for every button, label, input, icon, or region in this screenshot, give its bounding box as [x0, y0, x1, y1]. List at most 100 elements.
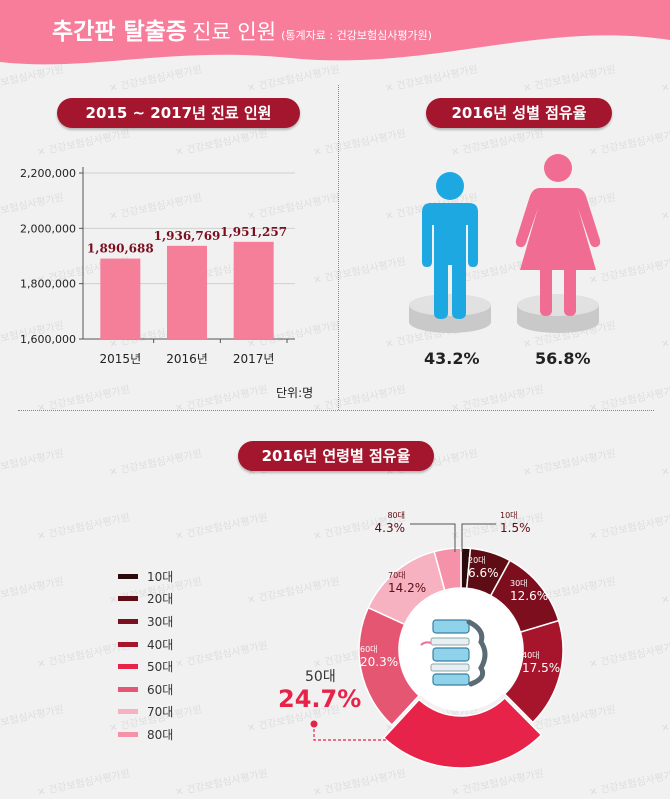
slice-value-label: 14.2% [388, 581, 426, 595]
donut-slice [433, 547, 462, 592]
female-pedestal [517, 294, 599, 333]
watermark-text: ✕ 건강보험심사평가원 [0, 576, 65, 606]
legend-label: 60대 [147, 682, 174, 697]
watermark-text: ✕ 건강보험심사평가원 [660, 448, 670, 479]
vertebra [432, 619, 470, 634]
slice-value-label: 4.3% [375, 521, 406, 535]
y-tick-label: 2,000,000 [20, 222, 76, 235]
legend-item: 50대 [118, 655, 173, 678]
watermark-text: ✕ 건강보험심사평가원 [522, 448, 617, 479]
x-tick-label: 2015년 [100, 352, 142, 366]
highlight-group: 50대 [305, 669, 336, 685]
slice-value-label: 1.5% [500, 521, 531, 535]
y-tick-label: 1,600,000 [20, 333, 76, 346]
legend-swatch [118, 686, 138, 692]
leader-line [410, 523, 456, 552]
unit-label: 단위:명 [276, 386, 314, 400]
spine-icon [420, 619, 488, 687]
legend-label: 70대 [147, 705, 174, 720]
male-pedestal [409, 294, 491, 333]
bar [100, 258, 141, 339]
slice-group-label: 40대 [522, 651, 540, 660]
highlight-value: 24.7% [278, 685, 362, 713]
slice-group-label: 20대 [468, 556, 486, 565]
page-title: 추간판 탈출증 진료 인원 (통계자료 : 건강보험심사평가원) [52, 12, 432, 46]
title-bold: 추간판 탈출증 [52, 19, 187, 45]
watermark-text: ✕ 건강보험심사평가원 [0, 448, 65, 478]
slice-group-label: 70대 [388, 571, 406, 580]
vertebra [432, 647, 470, 662]
legend-label: 50대 [147, 660, 174, 675]
legend-swatch [118, 573, 138, 579]
vertical-divider [338, 85, 339, 410]
watermark-text: ✕ 건강보험심사평가원 [174, 512, 269, 543]
legend-item: 40대 [118, 633, 173, 656]
title-normal: 진료 인원 [192, 20, 277, 44]
slice-value-label: 12.6% [510, 589, 548, 603]
donut-slice [382, 696, 543, 769]
gender-figures [409, 154, 601, 333]
legend-swatch [118, 618, 138, 624]
x-tick-label: 2017년 [233, 352, 275, 366]
slice-group-label: 30대 [510, 579, 528, 588]
x-tick-label: 2016년 [166, 352, 208, 366]
legend-label: 30대 [147, 614, 174, 629]
callout-line [310, 720, 390, 741]
bar-value-label: 1,951,257 [220, 225, 287, 239]
legend-item: 10대 [118, 565, 173, 588]
y-tick-label: 2,200,000 [20, 167, 76, 180]
legend-label: 40대 [147, 637, 174, 652]
horizontal-divider [18, 410, 654, 411]
slice-value-label: 6.6% [468, 566, 499, 580]
highlight-callout: 50대 24.7% [278, 666, 361, 713]
bar-chart: 1,600,000 1,800,000 2,000,000 2,200,000 1,89… [20, 167, 295, 366]
legend-label: 10대 [147, 569, 174, 584]
legend-swatch [118, 641, 138, 647]
watermark-text: ✕ 건강보험심사평가원 [108, 448, 203, 479]
female-person-icon [515, 154, 601, 316]
donut-slice [503, 619, 564, 724]
spinal-process [466, 619, 488, 687]
slice-group-label: 80대 [387, 511, 405, 520]
bar [167, 245, 207, 339]
slice-group-label: 60대 [360, 645, 378, 654]
slice-value-label: 17.5% [522, 661, 560, 675]
legend-label: 80대 [147, 727, 174, 742]
legend-item: 80대 [118, 723, 173, 746]
legend-item: 60대 [118, 678, 173, 701]
header-banner [0, 0, 670, 65]
slice-group-label: 10대 [500, 511, 518, 520]
legend-swatch [118, 596, 138, 602]
watermark-text: ✕ 건강보험심사평가원 [36, 512, 131, 543]
male-person-icon [422, 172, 478, 319]
legend-swatch [118, 664, 138, 670]
disc [430, 663, 470, 672]
watermark-text: ✕ 건강보험심사평가원 [0, 704, 65, 734]
y-tick-label: 1,800,000 [20, 278, 76, 291]
legend-item: 20대 [118, 588, 173, 611]
watermark-text: ✕ 건강보험심사평가원 [174, 640, 269, 671]
bar-value-label: 1,936,769 [154, 229, 221, 243]
watermark-text: ✕ 건강보험심사평가원 [660, 192, 670, 223]
source-note: (통계자료 : 건강보험심사평가원) [281, 29, 432, 42]
bar-section-title: 2015 ~ 2017년 진료 인원 [57, 98, 300, 128]
male-share: 43.2% [424, 349, 480, 368]
legend-item: 30대 [118, 610, 173, 633]
watermark-text: ✕ 건강보험심사평가원 [660, 320, 670, 351]
legend-item: 70대 [118, 701, 173, 724]
leader-line [461, 523, 496, 552]
legend-swatch [118, 731, 138, 737]
female-share: 56.8% [535, 349, 591, 368]
slice-value-label: 20.3% [360, 655, 398, 669]
age-legend: 10대 20대 30대 40대 50대 60대 70대 80대 [118, 565, 173, 746]
age-section-title: 2016년 연령별 점유율 [238, 441, 434, 471]
vertebra [432, 673, 470, 686]
legend-label: 20대 [147, 592, 174, 607]
gender-section-title: 2016년 성별 점유율 [426, 98, 612, 128]
legend-swatch [118, 709, 138, 715]
bar-value-label: 1,890,688 [87, 242, 154, 256]
disc [430, 637, 470, 646]
watermark-text: ✕ 건강보험심사평가원 [36, 640, 131, 671]
bar [233, 241, 274, 339]
